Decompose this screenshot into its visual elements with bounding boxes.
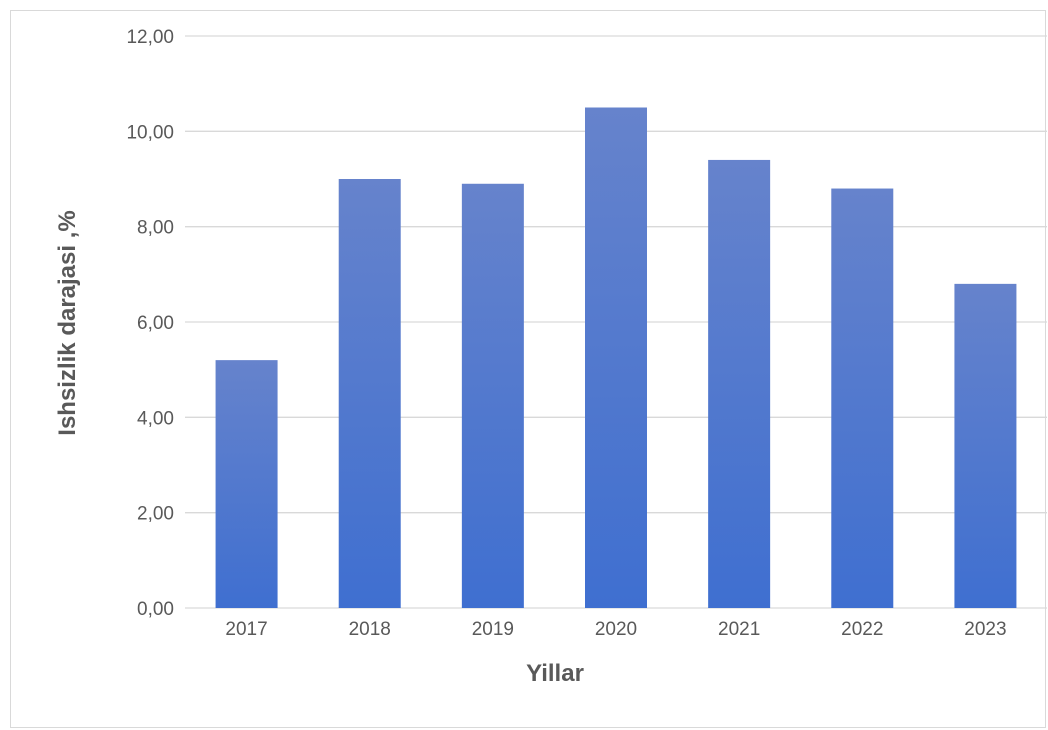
y-tick-labels: 0,00 2,00 4,00 6,00 8,00 10,00 12,00 (126, 27, 174, 620)
x-tick-label: 2021 (718, 619, 760, 640)
y-tick-label: 6,00 (137, 313, 174, 334)
x-tick-label: 2020 (595, 619, 637, 640)
bars (215, 107, 1017, 609)
bar-2020 (585, 107, 647, 608)
bar-2021 (708, 159, 771, 608)
y-tick-label: 2,00 (137, 504, 174, 525)
y-tick-label: 8,00 (137, 218, 174, 239)
bar-2022 (831, 188, 894, 609)
x-tick-label: 2018 (349, 619, 391, 640)
x-tick-label: 2022 (841, 619, 883, 640)
bar-2018 (338, 179, 401, 608)
y-axis-title: Ishsizlik darajasi ,% (54, 210, 81, 435)
bar-2023 (954, 283, 1017, 608)
x-axis-title: Yillar (526, 660, 584, 687)
x-tick-label: 2023 (964, 619, 1006, 640)
bar-2019 (461, 183, 524, 608)
y-tick-label: 4,00 (137, 408, 174, 429)
y-tick-label: 0,00 (137, 599, 174, 620)
x-tick-label: 2019 (472, 619, 514, 640)
y-tick-label: 10,00 (126, 122, 174, 143)
x-tick-labels: 2017 2018 2019 2020 2021 2022 2023 (225, 619, 1006, 640)
y-tick-label: 12,00 (126, 27, 174, 48)
bar-2017 (215, 360, 278, 608)
x-tick-label: 2017 (225, 619, 267, 640)
